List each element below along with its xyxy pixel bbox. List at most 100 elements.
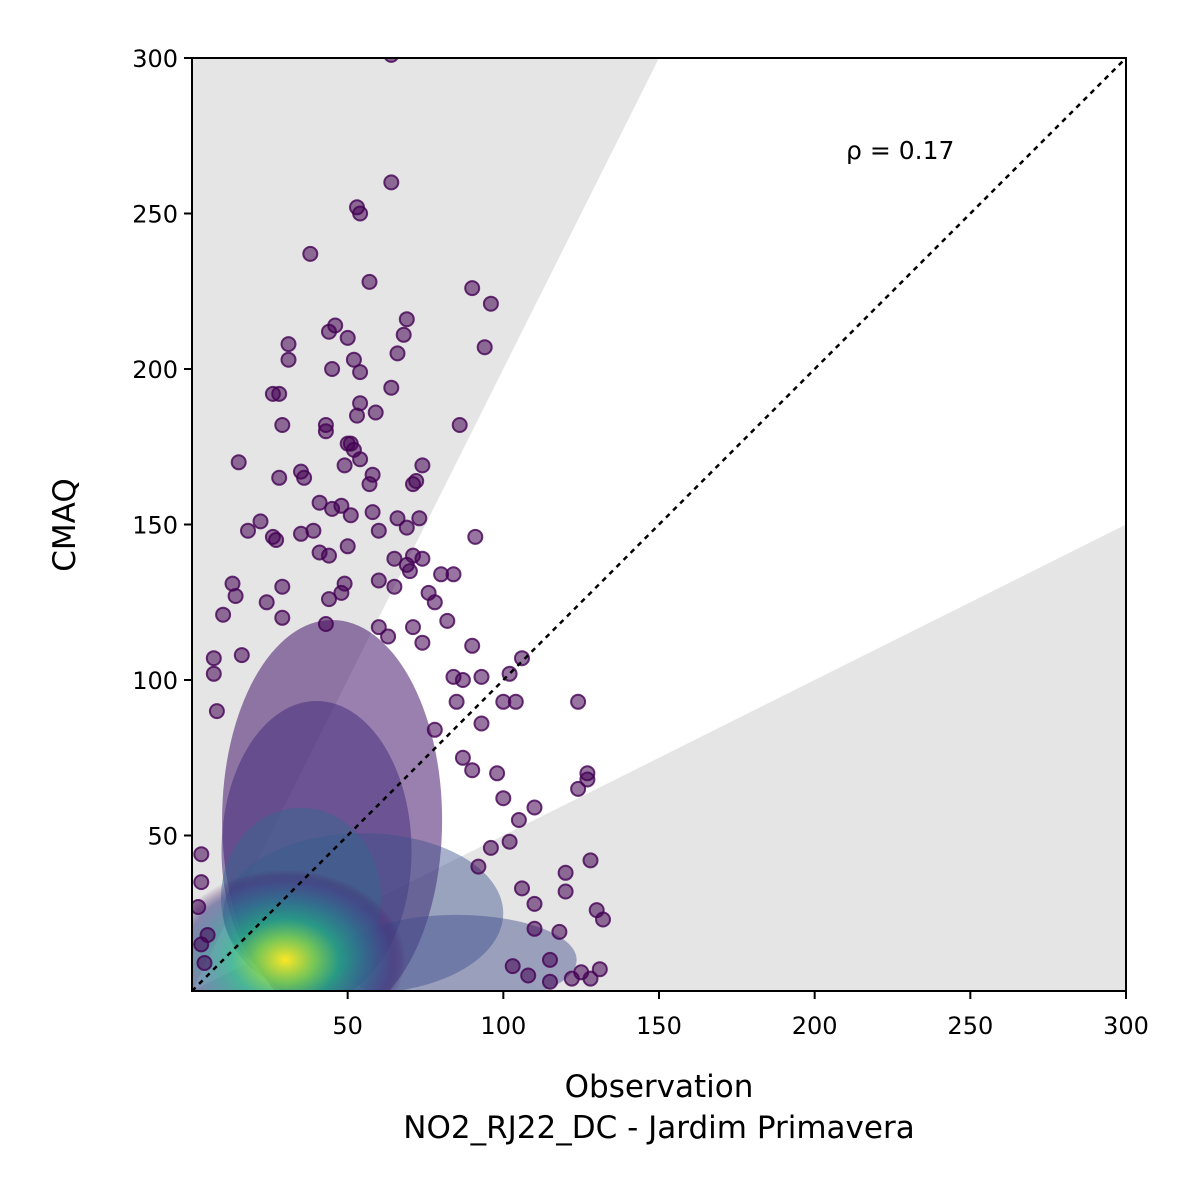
data-point bbox=[380, 628, 397, 645]
data-point bbox=[526, 920, 543, 937]
data-point bbox=[464, 280, 481, 297]
data-point bbox=[582, 852, 599, 869]
data-point bbox=[557, 883, 574, 900]
data-point bbox=[321, 547, 337, 564]
data-point bbox=[208, 703, 225, 720]
data-point bbox=[383, 379, 400, 396]
data-point bbox=[448, 693, 465, 710]
data-point bbox=[302, 245, 319, 262]
data-point bbox=[324, 361, 341, 377]
data-point bbox=[274, 417, 291, 433]
x-tick-label: 250 bbox=[947, 1012, 993, 1040]
data-point bbox=[364, 504, 381, 521]
data-point bbox=[520, 967, 537, 984]
data-point bbox=[339, 538, 356, 555]
data-point bbox=[321, 591, 337, 608]
data-point bbox=[526, 895, 543, 912]
data-point bbox=[482, 839, 499, 856]
x-tick-label: 200 bbox=[792, 1012, 838, 1040]
data-point bbox=[464, 637, 481, 654]
data-point bbox=[482, 295, 499, 312]
data-point bbox=[352, 205, 369, 222]
data-point bbox=[542, 951, 558, 968]
data-point bbox=[274, 609, 291, 626]
data-point bbox=[367, 404, 384, 421]
data-point bbox=[514, 880, 530, 897]
data-point bbox=[570, 693, 587, 710]
data-point bbox=[311, 494, 328, 511]
data-point bbox=[293, 525, 309, 542]
data-point bbox=[317, 616, 334, 632]
data-point bbox=[370, 522, 387, 539]
data-point bbox=[205, 650, 222, 667]
data-point bbox=[370, 572, 387, 589]
data-point bbox=[501, 833, 518, 850]
data-point bbox=[333, 497, 350, 514]
data-point bbox=[383, 174, 400, 191]
data-point bbox=[349, 407, 365, 424]
x-tick-label: 100 bbox=[480, 1012, 526, 1040]
data-point bbox=[542, 973, 558, 990]
x-tick-label: 50 bbox=[332, 1012, 363, 1040]
y-tick-label: 300 bbox=[132, 45, 178, 73]
data-point bbox=[345, 351, 362, 368]
data-point bbox=[405, 476, 421, 493]
y-axis-title: CMAQ bbox=[47, 478, 83, 571]
y-tick-label: 150 bbox=[132, 512, 178, 540]
y-axis: 50 100 150 200 250 300 bbox=[132, 45, 192, 851]
data-point bbox=[514, 650, 530, 667]
data-point bbox=[352, 451, 369, 468]
data-point bbox=[510, 812, 527, 828]
data-point bbox=[595, 911, 611, 928]
data-point bbox=[504, 958, 521, 975]
x-tick-label: 300 bbox=[1103, 1012, 1149, 1040]
data-point bbox=[336, 457, 353, 474]
data-point bbox=[327, 317, 344, 334]
data-point bbox=[401, 563, 418, 580]
data-point bbox=[258, 594, 275, 611]
data-point bbox=[233, 647, 250, 664]
data-point bbox=[454, 749, 471, 766]
data-point bbox=[467, 528, 484, 545]
data-point bbox=[470, 858, 487, 875]
data-point bbox=[473, 715, 490, 732]
data-point bbox=[240, 522, 256, 539]
data-point bbox=[451, 417, 468, 433]
y-tick-label: 250 bbox=[132, 201, 178, 229]
data-point bbox=[386, 578, 403, 595]
data-point bbox=[464, 762, 481, 779]
data-point bbox=[296, 469, 313, 486]
data-point bbox=[414, 550, 431, 567]
data-point bbox=[414, 457, 431, 474]
data-point bbox=[205, 665, 222, 682]
data-point bbox=[563, 970, 580, 987]
data-point bbox=[395, 326, 412, 343]
data-point bbox=[582, 970, 599, 987]
data-point bbox=[476, 339, 493, 356]
data-point bbox=[333, 584, 350, 601]
data-point bbox=[280, 336, 297, 353]
data-point bbox=[526, 799, 543, 816]
data-point bbox=[271, 469, 288, 486]
data-point bbox=[445, 668, 462, 685]
data-point bbox=[591, 961, 608, 978]
data-point bbox=[370, 619, 387, 636]
data-point bbox=[268, 532, 285, 548]
data-point bbox=[274, 578, 291, 595]
data-point bbox=[389, 345, 406, 362]
data-point bbox=[196, 955, 213, 971]
data-point bbox=[193, 874, 210, 891]
y-tick-label: 50 bbox=[147, 823, 178, 851]
data-point bbox=[426, 594, 443, 611]
data-point bbox=[252, 513, 269, 530]
plot-area bbox=[192, 58, 1126, 991]
identity-line bbox=[192, 58, 1126, 991]
data-point bbox=[215, 606, 232, 623]
data-point bbox=[227, 588, 244, 604]
data-point bbox=[352, 364, 369, 381]
data-point bbox=[579, 771, 596, 788]
data-point bbox=[342, 507, 359, 524]
data-point bbox=[193, 846, 210, 863]
x-axis: 50 100 150 200 250 300 bbox=[332, 991, 1149, 1040]
density-core bbox=[192, 869, 406, 991]
